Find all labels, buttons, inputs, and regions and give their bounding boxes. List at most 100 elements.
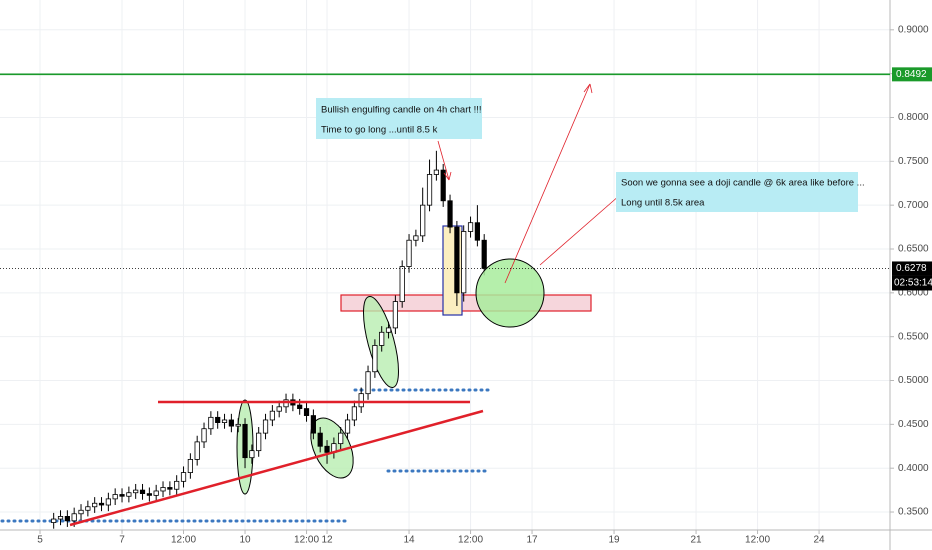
candle-body — [344, 419, 351, 434]
x-tick-label: 5 — [37, 535, 43, 546]
price-tag — [892, 261, 932, 276]
arrow — [539, 194, 621, 266]
x-tick-label: 12:00 — [458, 535, 483, 546]
annotation-text: Time to go long ...until 8.5 k — [321, 125, 438, 136]
candle-body — [283, 399, 289, 408]
candle-body — [372, 345, 378, 373]
annotation-text: Bullish engulfing candle on 4h chart !!! — [321, 105, 482, 116]
annotation-box — [616, 172, 858, 212]
candle-body — [358, 393, 364, 408]
candle-body — [399, 266, 405, 303]
price-tag-label: 0.8492 — [896, 69, 927, 80]
candle-body — [310, 415, 316, 434]
candle-body — [461, 231, 467, 294]
candle-body — [167, 487, 173, 490]
y-tick-label: 0.8000 — [898, 112, 929, 123]
price-tag — [892, 67, 932, 82]
trend-line — [69, 409, 484, 527]
y-tick-label: 0.7500 — [898, 156, 929, 167]
candle-body — [467, 222, 474, 232]
candle-body — [379, 331, 385, 346]
candle-body — [133, 489, 139, 494]
candle-body — [297, 404, 303, 409]
y-tick-label: 0.6500 — [898, 244, 929, 255]
candle-body — [85, 506, 91, 511]
candle-body — [187, 459, 193, 473]
annotation: Soon we gonna see a doji candle @ 6k are… — [616, 172, 865, 212]
annotation: Bullish engulfing candle on 4h chart !!!… — [316, 98, 482, 139]
candle-body — [57, 516, 64, 520]
candle-body — [119, 494, 125, 497]
y-tick-label: 0.9000 — [898, 24, 929, 35]
candle-body — [71, 513, 77, 522]
candle-body — [201, 428, 207, 443]
x-tick-label: 12:00 — [745, 535, 770, 546]
y-tick-label: 0.5000 — [898, 375, 929, 386]
candle-body — [78, 509, 84, 515]
price-tag-label: 0.6278 — [896, 263, 927, 274]
arrow-head — [583, 83, 593, 94]
candle-body — [433, 169, 439, 175]
y-tick-label: 0.5500 — [898, 331, 929, 342]
countdown-tag — [892, 275, 932, 291]
candle-body — [105, 498, 111, 506]
y-tick-label: 0.6000 — [898, 287, 929, 298]
x-tick-label: 19 — [608, 535, 620, 546]
candle-body — [324, 445, 330, 453]
axes: 0.3500 0.4000 0.4500 0.5000 0.5500 0.6000 0.65… — [0, 24, 932, 546]
candle-body — [146, 493, 152, 496]
candle-body — [420, 204, 426, 237]
countdown-label: 02:53:14 — [894, 278, 932, 289]
target-circle — [475, 258, 545, 328]
candle-body — [180, 472, 187, 482]
x-tick-label: 7 — [119, 535, 125, 546]
candle-body — [64, 516, 70, 522]
candle-body — [481, 239, 487, 269]
candle-body — [215, 416, 221, 423]
candle-body — [242, 423, 248, 459]
candle-body — [276, 406, 282, 412]
candles — [51, 150, 487, 529]
candle-body — [269, 410, 275, 421]
candle-body — [153, 490, 159, 496]
candle-body — [92, 502, 98, 508]
candle-body — [98, 502, 105, 506]
candle-body — [385, 327, 392, 333]
x-tick-label: 12 — [321, 535, 333, 546]
annotation-text: Long until 8.5k area — [621, 198, 705, 209]
candle-body — [221, 419, 228, 423]
candle-body — [303, 408, 310, 416]
candle-body — [413, 235, 419, 241]
candle-body — [139, 489, 146, 495]
y-tick-label: 0.4000 — [898, 463, 929, 474]
candle-body — [440, 169, 446, 202]
y-tick-label: 0.7000 — [898, 200, 929, 211]
candle-body — [365, 371, 371, 395]
x-tick-label: 17 — [526, 535, 538, 546]
candle-body — [317, 432, 323, 447]
candle-body — [194, 441, 200, 460]
arrow-head — [443, 171, 452, 181]
candle-body — [426, 174, 433, 206]
candle-body — [351, 406, 357, 421]
x-tick-label: 14 — [403, 535, 415, 546]
candle-body — [256, 432, 262, 452]
candle-body — [338, 432, 344, 445]
candle-body — [454, 226, 460, 294]
candle-body — [392, 301, 398, 329]
candle-body — [160, 487, 166, 492]
y-tick-label: 0.3500 — [898, 507, 929, 518]
candle-body — [406, 239, 412, 267]
candle-body — [474, 222, 480, 241]
x-tick-label: 24 — [814, 535, 826, 546]
x-tick-label: 10 — [239, 535, 251, 546]
candle-body — [112, 494, 118, 500]
x-tick-label: 12:00 — [171, 535, 196, 546]
candle-body — [126, 492, 132, 497]
candle-body — [447, 200, 453, 228]
candle-body — [249, 450, 255, 459]
candle-body — [51, 518, 57, 523]
candle-body — [174, 480, 180, 490]
candle-body — [262, 419, 269, 434]
